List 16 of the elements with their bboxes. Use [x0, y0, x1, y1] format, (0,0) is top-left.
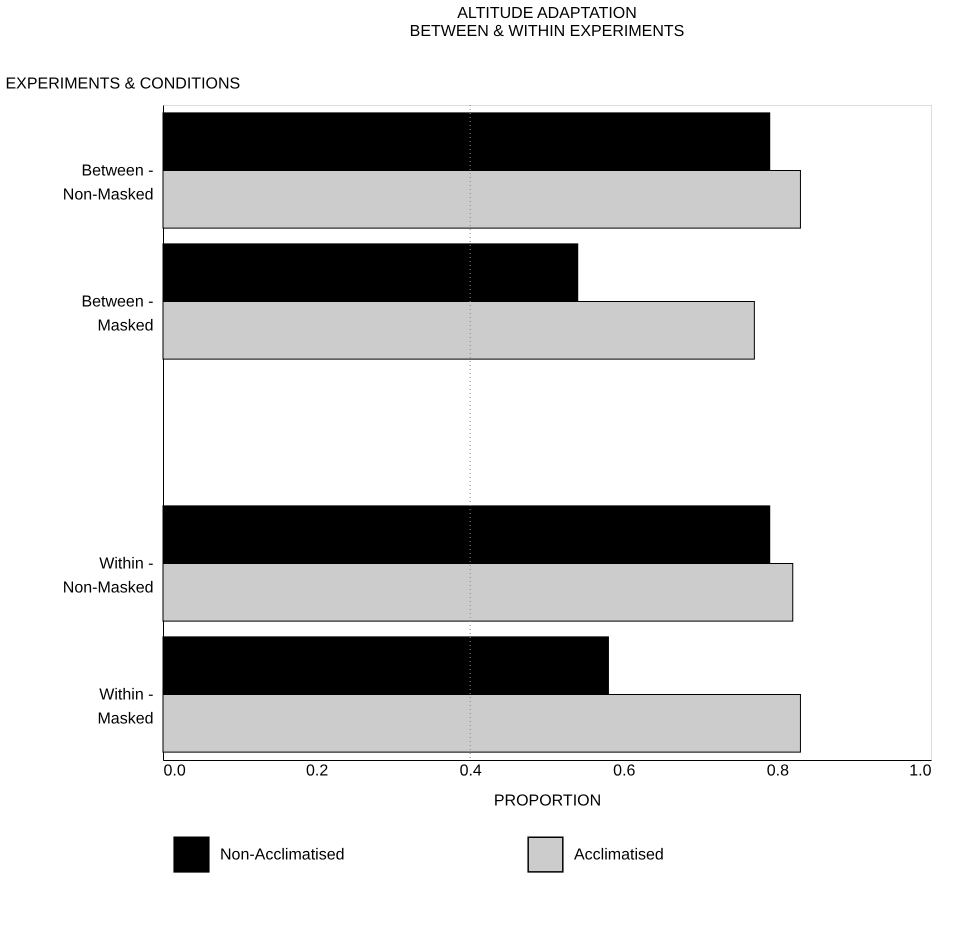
x-tick-label: 0.2 — [306, 762, 328, 780]
text: ALTITUDE ADAPTATION — [457, 5, 637, 22]
legend-label: Non-Acclimatised — [220, 846, 344, 864]
legend-label: Acclimatised — [574, 846, 664, 864]
x-tick-label: 0.0 — [164, 762, 186, 780]
x-tick-label: 0.4 — [460, 762, 482, 780]
x-tick-label: 0.8 — [766, 762, 790, 780]
y-tick-label: Within - Non-Masked — [62, 556, 154, 596]
x-tick-label: 0.6 — [613, 762, 636, 780]
x-tick-label: 1.0 — [909, 762, 932, 780]
y-axis-title: EXPERIMENTS & CONDITIONS — [6, 76, 240, 92]
y-tick-label: Between - Masked — [81, 294, 154, 334]
y-tick-label: Between - Non-Masked — [62, 162, 154, 204]
x-axis-title: PROPORTION — [494, 792, 602, 810]
text: BETWEEN & WITHIN EXPERIMENTS — [410, 23, 684, 40]
y-tick-label: Within - Masked — [97, 686, 154, 728]
